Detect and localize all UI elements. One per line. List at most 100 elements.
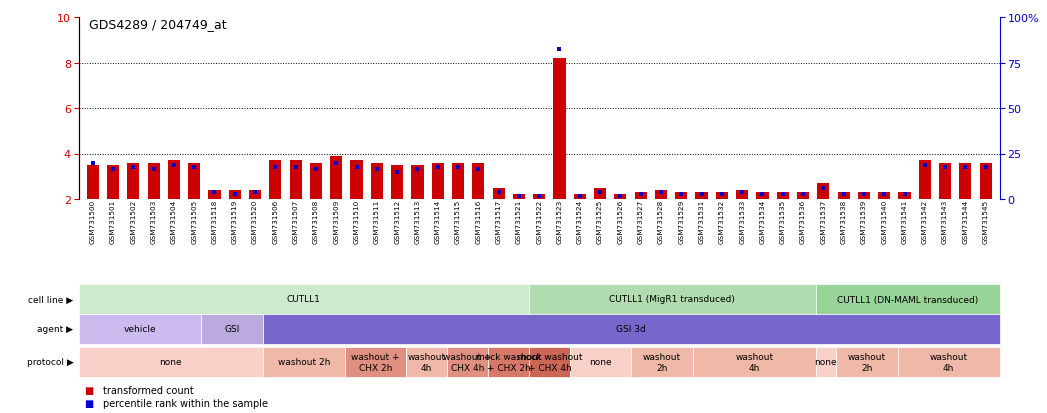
Text: GSM731515: GSM731515 [455,199,461,244]
Bar [168,161,180,199]
Text: GSM731527: GSM731527 [638,199,644,244]
Bar [128,163,139,199]
Bar [594,188,606,199]
Text: GSM731543: GSM731543 [942,199,949,244]
Text: GSM731512: GSM731512 [394,199,400,244]
Text: GSM731531: GSM731531 [698,199,705,244]
Bar [695,193,708,199]
Text: CUTLL1 (DN-MAML transduced): CUTLL1 (DN-MAML transduced) [838,295,978,304]
Text: GSM731519: GSM731519 [231,199,238,244]
Bar [959,163,972,199]
Text: washout
2h: washout 2h [643,352,682,372]
Text: transformed count: transformed count [103,385,194,395]
Bar [452,163,464,199]
Text: mock washout
+ CHX 4h: mock washout + CHX 4h [516,352,582,372]
Text: GSM731537: GSM731537 [821,199,826,244]
Text: GSM731541: GSM731541 [901,199,908,244]
Text: GSM731503: GSM731503 [151,199,157,244]
Text: none: none [159,358,182,367]
Bar [392,166,403,199]
Text: GSM731544: GSM731544 [962,199,968,244]
Text: GSM731532: GSM731532 [719,199,725,244]
Text: GSM731534: GSM731534 [759,199,765,244]
Text: GSM731518: GSM731518 [211,199,218,244]
Bar [857,193,870,199]
Bar [371,163,383,199]
Text: GSM731513: GSM731513 [415,199,421,244]
Text: GSM731529: GSM731529 [678,199,685,244]
Text: none: none [815,358,838,367]
Bar [634,193,647,199]
Bar [472,163,485,199]
Bar [330,157,342,199]
Text: GSM731507: GSM731507 [293,199,298,244]
Text: GSM731505: GSM731505 [192,199,197,244]
Text: GSM731501: GSM731501 [110,199,116,244]
Text: washout 2h: washout 2h [277,358,330,367]
Bar [838,193,850,199]
Text: washout
4h: washout 4h [735,352,774,372]
Text: GSM731538: GSM731538 [841,199,847,244]
Bar [756,193,768,199]
Bar [939,163,951,199]
Text: cell line ▶: cell line ▶ [28,295,73,304]
Bar [918,161,931,199]
Text: washout +
CHX 4h: washout + CHX 4h [443,352,492,372]
Bar [411,166,424,199]
Bar [615,195,626,199]
Text: GSM731542: GSM731542 [921,199,928,244]
Text: GSM731510: GSM731510 [354,199,359,244]
Bar [818,184,829,199]
Text: GSM731523: GSM731523 [557,199,562,244]
Text: GSI: GSI [224,325,240,334]
Bar [554,59,565,199]
Bar [574,195,586,199]
Bar [208,190,221,199]
Bar [980,163,992,199]
Bar [310,163,322,199]
Text: GSM731517: GSM731517 [495,199,502,244]
Text: mock washout
+ CHX 2h: mock washout + CHX 2h [475,352,541,372]
Text: GSM731535: GSM731535 [780,199,785,244]
Text: GSM731539: GSM731539 [861,199,867,244]
Text: washout
4h: washout 4h [407,352,446,372]
Text: ■: ■ [84,398,93,408]
Text: GSM731536: GSM731536 [800,199,806,244]
Text: vehicle: vehicle [124,325,156,334]
Text: GSM731520: GSM731520 [252,199,258,244]
Text: GSM731521: GSM731521 [516,199,521,244]
Bar [675,193,687,199]
Bar [777,193,788,199]
Text: GSM731504: GSM731504 [171,199,177,244]
Text: GSM731511: GSM731511 [374,199,380,244]
Text: GSM731540: GSM731540 [882,199,887,244]
Bar [228,190,241,199]
Text: ■: ■ [84,385,93,395]
Text: washout +
CHX 2h: washout + CHX 2h [351,352,400,372]
Text: none: none [589,358,611,367]
Text: washout
2h: washout 2h [848,352,886,372]
Text: GSM731506: GSM731506 [272,199,279,244]
Bar [654,190,667,199]
Bar [148,163,160,199]
Text: GSM731509: GSM731509 [333,199,339,244]
Text: GSM731514: GSM731514 [435,199,441,244]
Text: GDS4289 / 204749_at: GDS4289 / 204749_at [89,18,226,31]
Text: protocol ▶: protocol ▶ [26,358,73,367]
Bar [351,161,362,199]
Bar [431,163,444,199]
Text: GSM731508: GSM731508 [313,199,319,244]
Text: GSM731502: GSM731502 [130,199,136,244]
Text: GSM731526: GSM731526 [618,199,623,244]
Bar [87,166,98,199]
Bar [533,195,545,199]
Bar [290,161,302,199]
Text: agent ▶: agent ▶ [38,325,73,334]
Text: GSM731525: GSM731525 [597,199,603,244]
Text: GSM731545: GSM731545 [983,199,988,244]
Bar [269,161,282,199]
Text: CUTLL1: CUTLL1 [287,295,320,304]
Bar [188,163,200,199]
Text: GSM731533: GSM731533 [739,199,745,244]
Text: washout
4h: washout 4h [930,352,967,372]
